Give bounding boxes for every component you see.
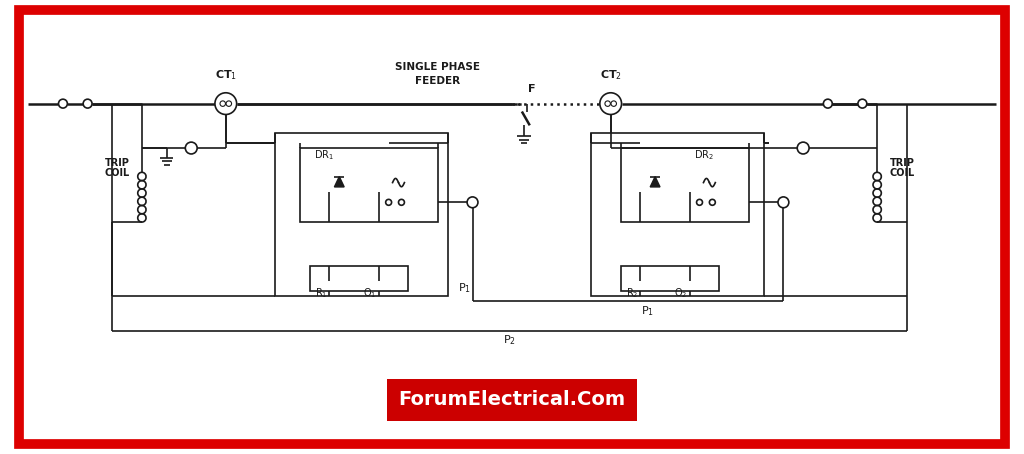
Circle shape bbox=[600, 93, 622, 114]
Bar bbox=[275, 133, 447, 296]
Bar bbox=[621, 148, 749, 222]
Text: CT$_1$: CT$_1$ bbox=[215, 68, 237, 82]
Text: +: + bbox=[778, 196, 788, 209]
Text: SINGLE PHASE: SINGLE PHASE bbox=[395, 62, 480, 72]
Bar bbox=[309, 266, 409, 291]
Bar bbox=[300, 148, 438, 222]
Text: −: − bbox=[798, 141, 809, 155]
Text: ForumElectrical.Com: ForumElectrical.Com bbox=[398, 390, 626, 409]
Circle shape bbox=[710, 199, 716, 205]
Circle shape bbox=[611, 101, 616, 106]
Text: R$_1$: R$_1$ bbox=[315, 286, 328, 300]
Text: −: − bbox=[185, 141, 197, 155]
Polygon shape bbox=[650, 177, 660, 187]
Circle shape bbox=[605, 101, 610, 106]
Text: +: + bbox=[467, 196, 478, 209]
Polygon shape bbox=[335, 177, 344, 187]
Text: FEEDER: FEEDER bbox=[416, 76, 461, 86]
Circle shape bbox=[696, 199, 702, 205]
Bar bbox=[621, 266, 719, 291]
Circle shape bbox=[798, 142, 809, 154]
Circle shape bbox=[185, 142, 198, 154]
Circle shape bbox=[467, 197, 478, 208]
Text: P$_1$: P$_1$ bbox=[641, 304, 654, 318]
Text: TRIP: TRIP bbox=[890, 158, 914, 168]
Circle shape bbox=[386, 199, 391, 205]
Text: DR$_1$: DR$_1$ bbox=[314, 148, 335, 162]
Text: O$_1$: O$_1$ bbox=[364, 286, 377, 300]
Bar bbox=[591, 133, 764, 296]
Circle shape bbox=[398, 199, 404, 205]
Text: O$_2$: O$_2$ bbox=[675, 286, 688, 300]
Text: P$_2$: P$_2$ bbox=[503, 334, 516, 347]
Text: DR$_2$: DR$_2$ bbox=[694, 148, 715, 162]
Circle shape bbox=[823, 99, 833, 108]
Text: R$_2$: R$_2$ bbox=[626, 286, 638, 300]
Circle shape bbox=[858, 99, 866, 108]
Circle shape bbox=[220, 101, 225, 106]
Text: CT$_2$: CT$_2$ bbox=[600, 68, 622, 82]
Text: TRIP: TRIP bbox=[104, 158, 130, 168]
Text: COIL: COIL bbox=[104, 168, 130, 178]
Circle shape bbox=[215, 93, 237, 114]
Circle shape bbox=[226, 101, 231, 106]
Circle shape bbox=[83, 99, 92, 108]
Circle shape bbox=[58, 99, 68, 108]
Circle shape bbox=[778, 197, 788, 208]
Text: P$_1$: P$_1$ bbox=[458, 281, 471, 295]
Text: F: F bbox=[528, 84, 536, 94]
Text: COIL: COIL bbox=[889, 168, 914, 178]
